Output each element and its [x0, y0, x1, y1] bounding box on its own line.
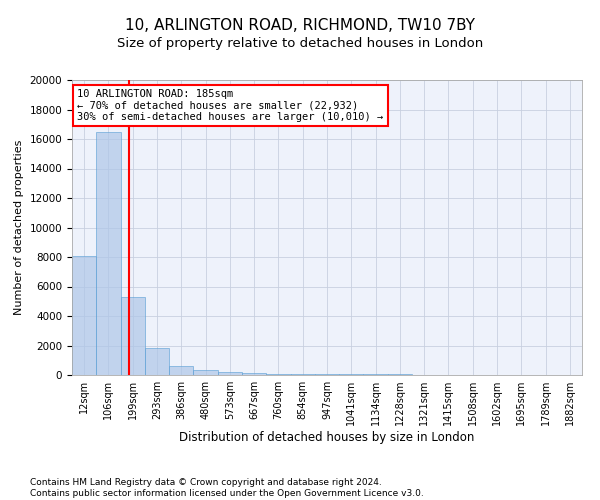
Bar [121, 297, 145, 375]
Bar [218, 372, 242, 375]
Bar [339, 374, 364, 375]
Bar [96, 132, 121, 375]
Bar [290, 374, 315, 375]
X-axis label: Distribution of detached houses by size in London: Distribution of detached houses by size … [179, 431, 475, 444]
Text: Contains HM Land Registry data © Crown copyright and database right 2024.
Contai: Contains HM Land Registry data © Crown c… [30, 478, 424, 498]
Text: Size of property relative to detached houses in London: Size of property relative to detached ho… [117, 38, 483, 51]
Bar [145, 348, 169, 375]
Bar [242, 373, 266, 375]
Text: 10, ARLINGTON ROAD, RICHMOND, TW10 7BY: 10, ARLINGTON ROAD, RICHMOND, TW10 7BY [125, 18, 475, 32]
Bar [315, 374, 339, 375]
Text: 10 ARLINGTON ROAD: 185sqm
← 70% of detached houses are smaller (22,932)
30% of s: 10 ARLINGTON ROAD: 185sqm ← 70% of detac… [77, 89, 383, 122]
Bar [72, 256, 96, 375]
Bar [388, 374, 412, 375]
Bar [193, 370, 218, 375]
Y-axis label: Number of detached properties: Number of detached properties [14, 140, 24, 315]
Bar [364, 374, 388, 375]
Bar [169, 366, 193, 375]
Bar [266, 374, 290, 375]
